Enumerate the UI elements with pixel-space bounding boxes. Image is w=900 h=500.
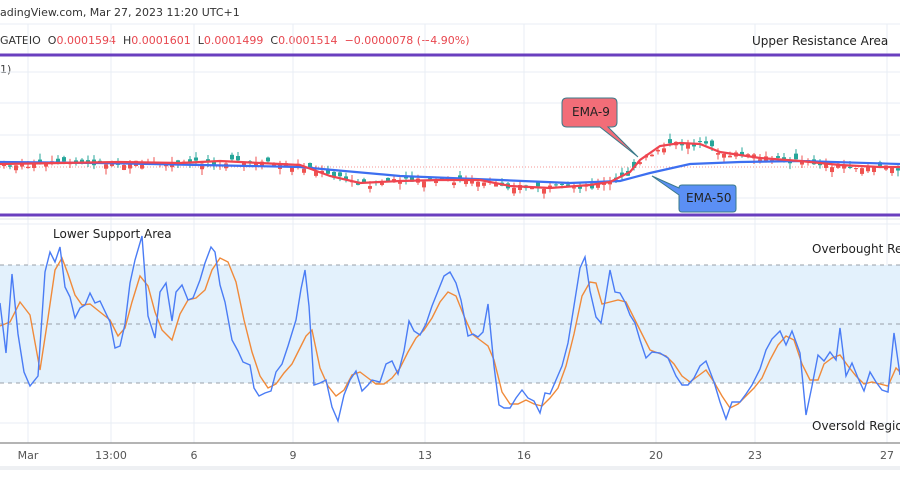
stoch-k-line (0, 235, 900, 424)
x-tick-label: 20 (649, 449, 663, 462)
x-tick-label: 13:00 (95, 449, 127, 462)
upper-resistance-label: Upper Resistance Area (752, 34, 889, 48)
candlesticks (2, 133, 900, 199)
indicator-label: 1) (0, 63, 12, 76)
high-value: 0.0001601 (131, 34, 191, 47)
lower-support-label: Lower Support Area (53, 227, 172, 241)
ema50-callout (651, 175, 737, 213)
overbought-label: Overbought Reg (812, 242, 900, 256)
ema50-label: EMA-50 (686, 191, 732, 205)
x-tick-label: 9 (289, 449, 297, 462)
stoch-d-line (0, 256, 900, 409)
ema9-line (0, 141, 900, 190)
open-value: 0.0001594 (56, 34, 116, 47)
oversold-label: Oversold Region (812, 419, 900, 433)
x-tick-label: 13 (418, 449, 432, 462)
ema9-callout (561, 97, 639, 158)
chart-canvas[interactable] (0, 0, 900, 470)
low-value: 0.0001499 (203, 34, 264, 47)
ema9-label: EMA-9 (572, 105, 610, 119)
x-tick-label: Mar (17, 449, 39, 462)
chart-source-header: adingView.com, Mar 27, 2023 11:20 UTC+1 (0, 6, 240, 19)
change-value: −0.0000078 (−4.90%) (344, 34, 470, 47)
x-tick-label: 27 (880, 449, 894, 462)
x-tick-label: 16 (517, 449, 531, 462)
x-tick-label: 23 (748, 449, 762, 462)
ema50-line (0, 159, 900, 185)
bottom-strip (0, 466, 900, 470)
x-tick-label: 6 (190, 449, 198, 462)
exchange-label: GATEIO (0, 34, 41, 47)
